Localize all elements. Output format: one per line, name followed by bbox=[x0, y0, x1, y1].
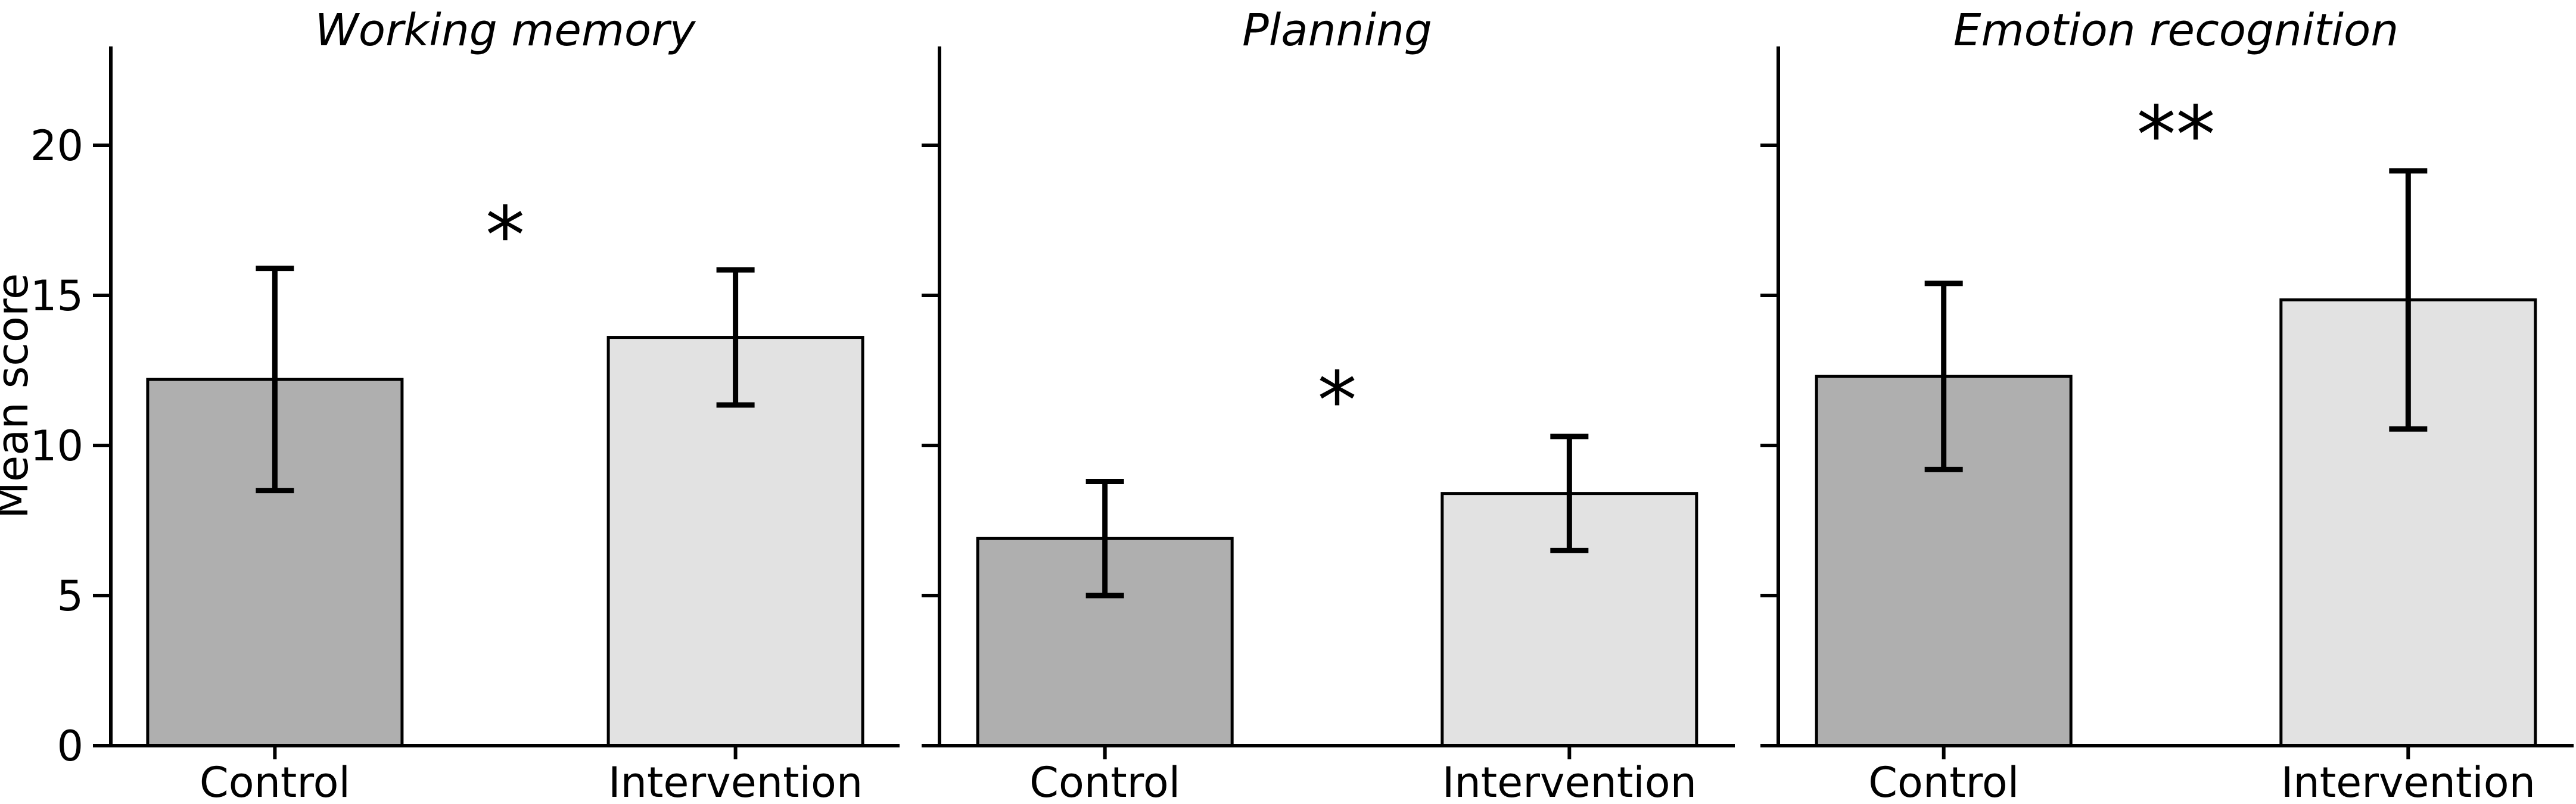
y-axis-label: Mean score bbox=[0, 273, 38, 519]
error-bar-control bbox=[1924, 281, 1963, 472]
panel-planning: Control Intervention Planning * bbox=[922, 5, 1735, 804]
y-tick-label: 0 bbox=[57, 722, 83, 771]
significance-marker: * bbox=[486, 190, 525, 282]
y-tick-label: 15 bbox=[30, 272, 83, 320]
error-bar-intervention bbox=[2389, 168, 2428, 432]
y-tick-label: 20 bbox=[30, 121, 83, 170]
error-bar-control bbox=[256, 266, 294, 494]
x-tick-label: Control bbox=[1029, 758, 1180, 804]
error-bar-intervention bbox=[716, 267, 755, 408]
error-bar-intervention bbox=[1550, 434, 1589, 553]
significance-marker: ** bbox=[2137, 89, 2216, 181]
panel-title: Working memory bbox=[315, 5, 696, 56]
x-tick-label: Control bbox=[200, 758, 350, 804]
x-tick-label: Intervention bbox=[2281, 758, 2535, 804]
x-tick-label: Intervention bbox=[1442, 758, 1697, 804]
significance-marker: * bbox=[1318, 355, 1357, 447]
panel-emotion-recognition: Control Intervention Emotion recognition ** bbox=[1760, 5, 2574, 804]
x-tick-label: Intervention bbox=[608, 758, 863, 804]
panel-working-memory: Control Intervention 0 5 10 15 20 Working memor… bbox=[30, 5, 900, 804]
panel-title: Planning bbox=[1242, 5, 1432, 56]
y-tick-label: 5 bbox=[57, 572, 83, 621]
y-tick-label: 10 bbox=[30, 422, 83, 470]
panel-title: Emotion recognition bbox=[1953, 5, 2398, 56]
error-bar-control bbox=[1085, 478, 1124, 599]
x-tick-label: Control bbox=[1868, 758, 2019, 804]
